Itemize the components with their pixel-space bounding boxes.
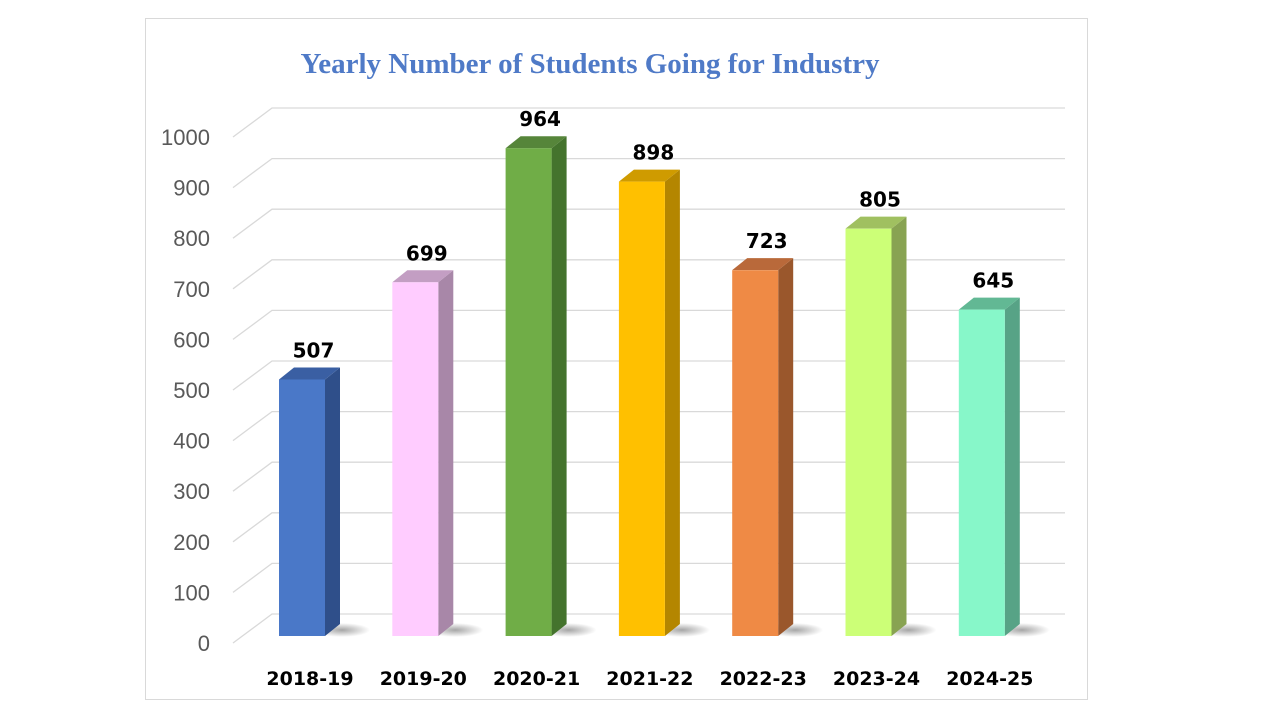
bar-front-face <box>958 309 1005 636</box>
gridline <box>232 512 1065 543</box>
y-tick-label: 100 <box>173 580 210 605</box>
y-axis-ticks: 0 100 200 300 400 500 600 700 800 900 1000 <box>161 125 210 656</box>
bar-side-face <box>551 136 567 636</box>
bar-top-face <box>392 270 454 283</box>
bar <box>279 367 370 637</box>
bar-front-face <box>618 181 665 636</box>
gridline <box>232 613 1065 644</box>
gridline <box>232 107 1065 138</box>
x-tick-label: 2020-21 <box>493 668 580 690</box>
bar-side-face <box>325 367 340 636</box>
y-tick-label: 200 <box>173 530 210 555</box>
gridline <box>232 461 1065 492</box>
bar <box>505 136 597 637</box>
y-tick-label: 0 <box>198 631 210 656</box>
chart-title: Yearly Number of Students Going for Indu… <box>301 48 880 80</box>
bar <box>732 258 824 637</box>
gridline <box>232 562 1065 593</box>
gridlines <box>232 107 1065 644</box>
data-label: 645 <box>972 269 1014 293</box>
y-tick-label: 1000 <box>161 125 210 150</box>
bar-side-face <box>891 216 907 637</box>
data-label: 805 <box>859 188 901 212</box>
gridline <box>232 259 1065 290</box>
data-label: 898 <box>633 141 675 165</box>
y-tick-label: 400 <box>173 429 210 454</box>
bar-side-face <box>778 258 794 636</box>
bars <box>279 136 1050 637</box>
bar-top-face <box>618 169 680 182</box>
y-tick-label: 900 <box>173 176 210 201</box>
y-tick-label: 300 <box>173 479 210 504</box>
y-tick-label: 700 <box>173 277 210 302</box>
gridline <box>232 157 1065 189</box>
bar-top-face <box>279 367 340 380</box>
y-tick-label: 600 <box>173 327 210 352</box>
bar-top-face <box>732 258 794 271</box>
x-tick-label: 2019-20 <box>380 668 467 690</box>
bar-front-face <box>732 270 779 636</box>
bar-side-face <box>1004 297 1020 636</box>
bar-side-face <box>664 169 680 636</box>
bar <box>392 270 484 637</box>
x-tick-label: 2022-23 <box>720 668 807 690</box>
bar <box>618 169 710 637</box>
bar <box>845 216 937 637</box>
x-tick-label: 2024-25 <box>946 668 1033 690</box>
bar-front-face <box>505 148 552 636</box>
bar-front-face <box>279 379 325 636</box>
x-tick-label: 2018-19 <box>266 668 353 690</box>
gridline <box>232 208 1065 239</box>
bar-side-face <box>438 270 454 636</box>
bar-top-face <box>505 136 567 149</box>
bar-front-face <box>392 282 439 636</box>
data-label: 507 <box>293 339 335 363</box>
data-label: 699 <box>406 241 448 265</box>
bar-top-face <box>845 216 907 229</box>
data-label: 723 <box>746 229 788 253</box>
x-tick-label: 2023-24 <box>833 668 920 690</box>
data-labels: 507 699 964 898 723 805 645 <box>293 107 1015 362</box>
gridline <box>232 309 1065 340</box>
bar <box>958 297 1050 637</box>
data-label: 964 <box>519 107 561 131</box>
x-tick-label: 2021-22 <box>606 668 693 690</box>
y-tick-label: 800 <box>173 226 210 251</box>
x-axis-ticks: 2018-19 2019-20 2020-21 2021-22 2022-23 2023-… <box>266 668 1033 690</box>
gridline <box>232 360 1065 391</box>
bar-top-face <box>958 297 1020 310</box>
gridline <box>232 410 1065 442</box>
bar-front-face <box>845 228 892 636</box>
y-tick-label: 500 <box>173 378 210 403</box>
